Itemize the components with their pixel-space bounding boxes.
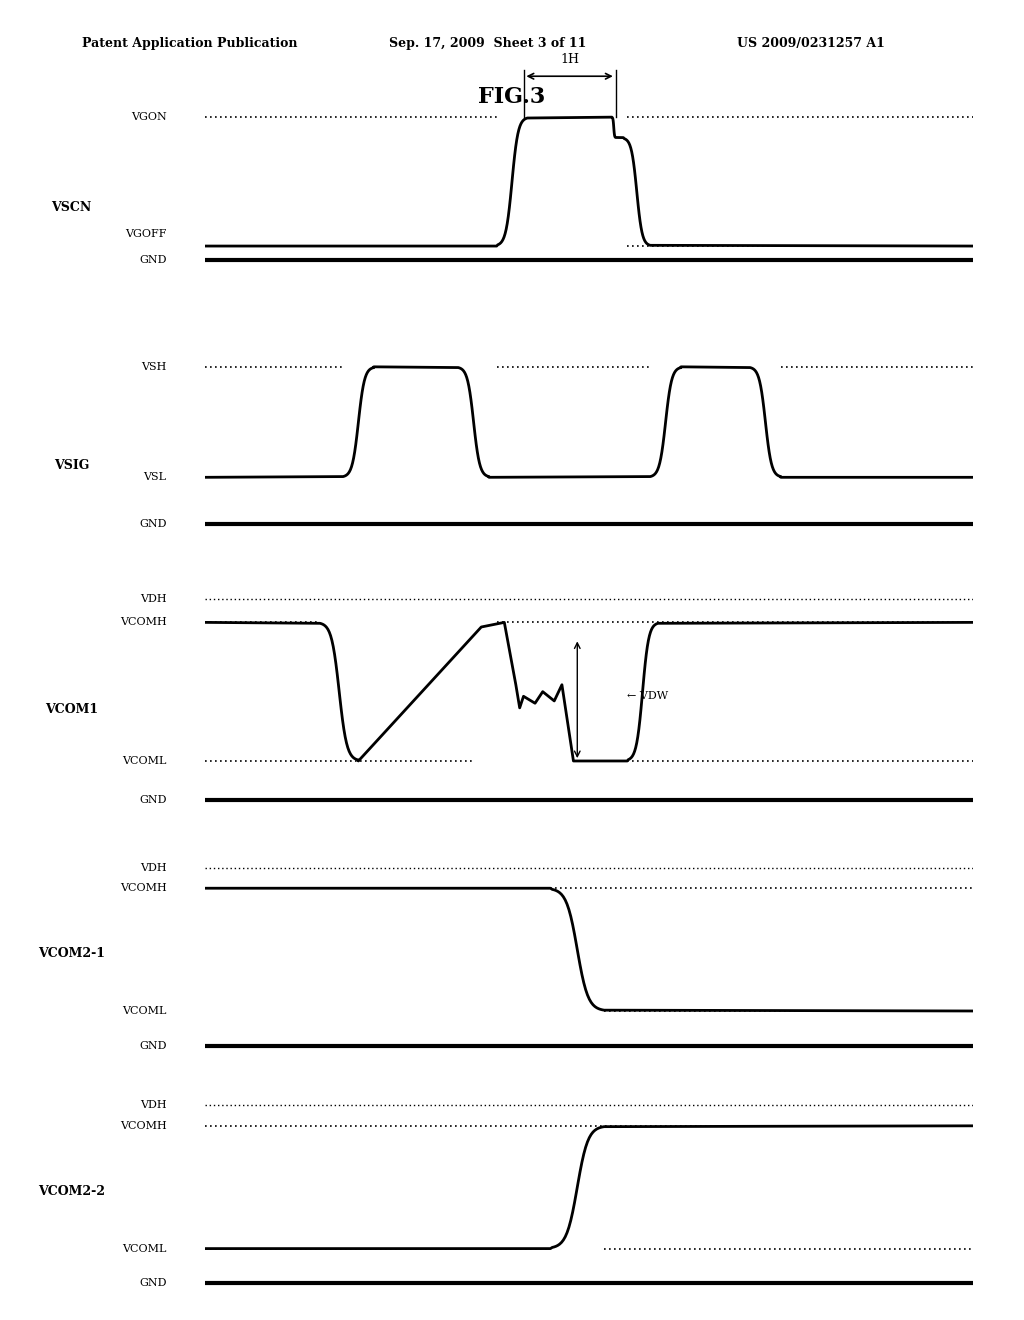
Text: VCOML: VCOML <box>122 1243 166 1254</box>
Text: FIG.3: FIG.3 <box>478 86 546 108</box>
Text: GND: GND <box>139 795 166 805</box>
Text: GND: GND <box>139 255 166 265</box>
Text: VCOMH: VCOMH <box>120 883 166 894</box>
Text: VCOM2-2: VCOM2-2 <box>38 1184 105 1197</box>
Text: US 2009/0231257 A1: US 2009/0231257 A1 <box>737 37 885 50</box>
Text: GND: GND <box>139 519 166 529</box>
Text: VSL: VSL <box>143 473 166 482</box>
Text: GND: GND <box>139 1040 166 1051</box>
Text: VDH: VDH <box>139 1101 166 1110</box>
Text: VCOMH: VCOMH <box>120 618 166 627</box>
Text: VCOM2-1: VCOM2-1 <box>38 946 105 960</box>
Text: VGON: VGON <box>131 112 166 123</box>
Text: Sep. 17, 2009  Sheet 3 of 11: Sep. 17, 2009 Sheet 3 of 11 <box>389 37 587 50</box>
Text: ← VDW: ← VDW <box>627 692 669 701</box>
Text: VCOML: VCOML <box>122 1006 166 1016</box>
Text: VDH: VDH <box>139 863 166 873</box>
Text: GND: GND <box>139 1278 166 1288</box>
Text: VCOMH: VCOMH <box>120 1121 166 1131</box>
Text: VSH: VSH <box>141 362 166 372</box>
Text: VDH: VDH <box>139 594 166 605</box>
Text: VCOM1: VCOM1 <box>45 702 98 715</box>
Text: Patent Application Publication: Patent Application Publication <box>82 37 297 50</box>
Text: 1H: 1H <box>560 53 580 66</box>
Text: VSIG: VSIG <box>54 458 89 471</box>
Text: VCOML: VCOML <box>122 756 166 766</box>
Text: VGOFF: VGOFF <box>125 228 166 239</box>
Text: VSCN: VSCN <box>51 201 92 214</box>
